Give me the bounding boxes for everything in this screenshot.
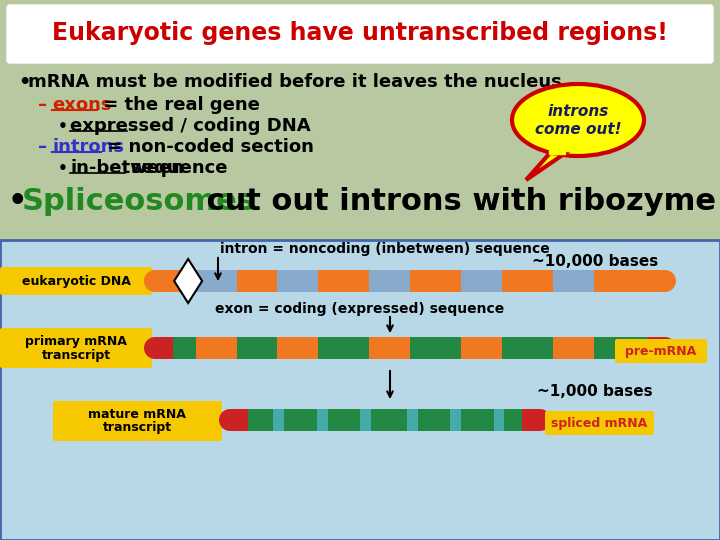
Text: •: • bbox=[18, 72, 30, 91]
Ellipse shape bbox=[144, 337, 166, 359]
Bar bbox=[274, 409, 284, 431]
Bar bbox=[522, 409, 540, 431]
Ellipse shape bbox=[144, 270, 166, 292]
Bar bbox=[0, 240, 720, 540]
Bar bbox=[155, 270, 665, 292]
Bar bbox=[407, 409, 418, 431]
Polygon shape bbox=[174, 259, 202, 303]
Text: exons: exons bbox=[52, 96, 112, 114]
Ellipse shape bbox=[512, 84, 644, 156]
Text: transcript: transcript bbox=[102, 421, 171, 434]
Text: = the real gene: = the real gene bbox=[97, 96, 260, 114]
FancyBboxPatch shape bbox=[7, 5, 713, 63]
Bar bbox=[450, 409, 461, 431]
Bar bbox=[0, 270, 720, 540]
Text: introns: introns bbox=[52, 138, 124, 156]
Text: •: • bbox=[58, 118, 68, 133]
Polygon shape bbox=[526, 153, 564, 180]
Bar bbox=[461, 337, 502, 359]
Text: ~1,000 bases: ~1,000 bases bbox=[537, 383, 653, 399]
Bar bbox=[0, 0, 720, 270]
Text: introns: introns bbox=[547, 105, 608, 119]
Bar bbox=[553, 270, 593, 292]
FancyBboxPatch shape bbox=[615, 339, 707, 363]
FancyBboxPatch shape bbox=[53, 401, 222, 441]
Polygon shape bbox=[549, 150, 565, 154]
Text: Spliceosomes: Spliceosomes bbox=[22, 187, 256, 217]
Bar bbox=[196, 337, 237, 359]
Text: •: • bbox=[8, 187, 27, 217]
Ellipse shape bbox=[654, 270, 676, 292]
Bar bbox=[277, 270, 318, 292]
Bar bbox=[369, 270, 410, 292]
Text: eukaryotic DNA: eukaryotic DNA bbox=[22, 274, 130, 287]
Text: •: • bbox=[58, 160, 68, 176]
Text: come out!: come out! bbox=[535, 123, 621, 138]
Bar bbox=[230, 409, 540, 431]
Ellipse shape bbox=[654, 337, 676, 359]
FancyArrow shape bbox=[220, 415, 236, 425]
Text: sequence: sequence bbox=[125, 159, 228, 177]
Text: in-between: in-between bbox=[70, 159, 184, 177]
Ellipse shape bbox=[219, 409, 241, 431]
Text: spliced mRNA: spliced mRNA bbox=[551, 416, 647, 429]
Bar bbox=[155, 337, 173, 359]
FancyArrow shape bbox=[150, 276, 161, 286]
FancyBboxPatch shape bbox=[545, 411, 654, 435]
Text: intron = noncoding (inbetween) sequence: intron = noncoding (inbetween) sequence bbox=[220, 242, 550, 256]
Text: mRNA must be modified before it leaves the nucleus: mRNA must be modified before it leaves t… bbox=[28, 73, 562, 91]
FancyArrow shape bbox=[150, 343, 161, 353]
Text: ~10,000 bases: ~10,000 bases bbox=[532, 253, 658, 268]
Ellipse shape bbox=[529, 409, 551, 431]
Text: primary mRNA: primary mRNA bbox=[25, 335, 127, 348]
Text: mature mRNA: mature mRNA bbox=[88, 408, 186, 421]
Bar bbox=[461, 270, 502, 292]
Bar bbox=[360, 409, 371, 431]
Text: expressed / coding DNA: expressed / coding DNA bbox=[70, 117, 310, 135]
Bar bbox=[369, 337, 410, 359]
Text: pre-mRNA: pre-mRNA bbox=[626, 345, 697, 357]
Text: cut out introns with ribozyme: cut out introns with ribozyme bbox=[196, 187, 716, 217]
Text: Eukaryotic genes have untranscribed regions!: Eukaryotic genes have untranscribed regi… bbox=[52, 21, 668, 45]
Bar bbox=[155, 337, 665, 359]
Bar bbox=[553, 337, 593, 359]
Bar bbox=[277, 337, 318, 359]
Text: = non-coded section: = non-coded section bbox=[101, 138, 314, 156]
Bar bbox=[230, 409, 248, 431]
Bar bbox=[317, 409, 328, 431]
Bar bbox=[196, 270, 237, 292]
Bar bbox=[647, 337, 665, 359]
Text: –: – bbox=[38, 138, 47, 156]
Bar bbox=[493, 409, 504, 431]
Text: exon = coding (expressed) sequence: exon = coding (expressed) sequence bbox=[215, 302, 505, 316]
FancyBboxPatch shape bbox=[0, 267, 152, 295]
FancyBboxPatch shape bbox=[0, 328, 152, 368]
Text: transcript: transcript bbox=[42, 348, 111, 361]
Text: –: – bbox=[38, 96, 47, 114]
